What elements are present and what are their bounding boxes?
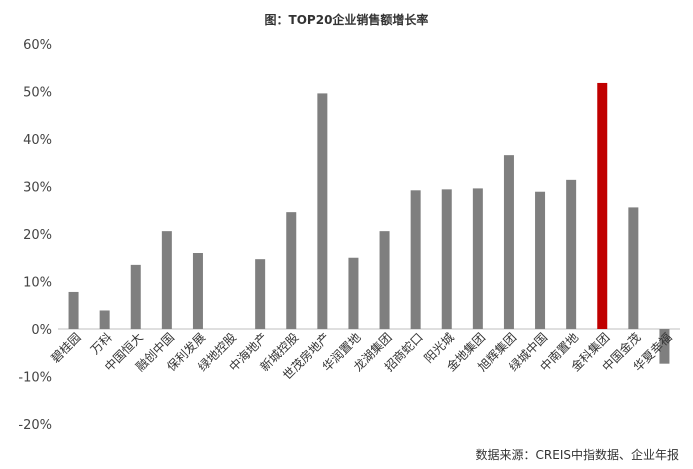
bar bbox=[535, 191, 546, 329]
y-tick-label: 40% bbox=[23, 133, 52, 148]
y-tick-label: 10% bbox=[23, 276, 52, 291]
bar bbox=[99, 310, 110, 329]
bar bbox=[317, 93, 328, 330]
bar bbox=[286, 212, 297, 329]
y-tick-label: 60% bbox=[23, 38, 52, 53]
category-label: 万科 bbox=[88, 330, 115, 357]
bar bbox=[628, 207, 639, 329]
bar bbox=[441, 189, 452, 329]
bar bbox=[597, 82, 608, 329]
bar bbox=[130, 264, 141, 329]
bar bbox=[659, 329, 670, 364]
source-note: 数据来源：CREIS中指数据、企业年报 bbox=[475, 448, 679, 462]
bar bbox=[379, 231, 390, 329]
category-label: 碧桂园 bbox=[48, 330, 84, 366]
bar bbox=[410, 190, 421, 329]
y-tick-label: 50% bbox=[23, 86, 52, 101]
y-tick-label: 20% bbox=[23, 228, 52, 243]
bar bbox=[566, 179, 577, 329]
bar bbox=[161, 231, 172, 329]
bar bbox=[192, 253, 203, 329]
bars bbox=[68, 82, 670, 364]
bar bbox=[255, 259, 266, 329]
y-tick-label: 30% bbox=[23, 181, 52, 196]
bar bbox=[348, 257, 359, 329]
y-tick-label: -10% bbox=[18, 371, 52, 386]
y-tick-label: 0% bbox=[31, 323, 52, 338]
chart-title: 图：TOP20企业销售额增长率 bbox=[264, 13, 429, 27]
y-axis-ticks: -20% -10% 0% 10% 20% 30% 40% 50% 60% bbox=[18, 38, 52, 433]
bar bbox=[68, 291, 79, 329]
category-labels: 碧桂园 万科中国恒大融创中国保利发展绿地控股中海地产新城控股世茂房地产华润置地龙湖… bbox=[48, 330, 675, 383]
bar bbox=[472, 188, 483, 329]
y-tick-label: -20% bbox=[18, 418, 52, 433]
bar bbox=[503, 155, 514, 329]
